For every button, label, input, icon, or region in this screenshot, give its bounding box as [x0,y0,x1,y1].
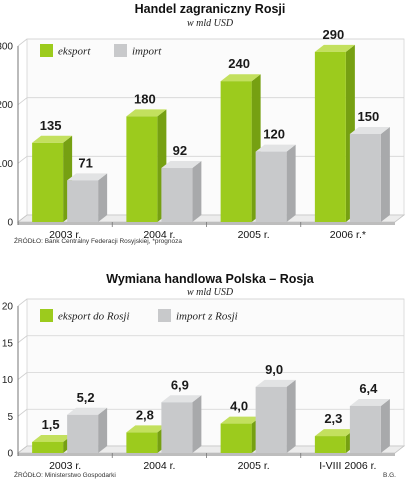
chart2-bar-eksport-1-top [126,425,167,433]
chart2-y-tick-label: 0 [7,449,13,460]
chart1-bar-eksport-1 [126,116,158,222]
chart2-bar-import-0-side [98,407,108,453]
chart1-y-tick-label: 100 [0,159,13,170]
chart1-y-tick-label: 300 [0,42,13,53]
chart2-bar-eksport-0 [32,441,64,453]
chart2-bar-import-1-side [192,395,202,453]
chart2-x-tick-label: 2005 r. [238,460,270,472]
chart1-bar-eksport-3-top [314,44,355,52]
chart1-x-tick-label: 2005 r. [238,229,270,241]
chart2-legend-swatch-1 [158,309,171,322]
chart2-bar-import-0 [67,414,99,453]
chart2-grid-depth [17,298,28,307]
chart2-bar-import-2-side [286,379,296,453]
chart1-bar-import-1-side [192,161,202,222]
chart2-plot: 0 5 10 15 20 2003 r. 1,5 5,2 2004 r. 2,8 6,9 2005 r… [2,298,406,472]
chart2-bar-import-2 [255,386,287,453]
chart2-data-label: 1,5 [42,417,60,432]
chart1-bar-eksport-3 [314,51,346,222]
chart2-bar-import-1-top [161,395,202,403]
chart2-bar-import-3 [349,405,381,453]
chart2-y-tick-label: 20 [2,302,14,313]
chart2-x-tick-label: 2004 r. [143,460,175,472]
chart2-y-tick-label: 5 [7,412,13,423]
chart2-grid-depth [17,335,28,344]
chart2-data-label: 4,0 [230,399,248,414]
chart2-bar-eksport-0-top [32,434,73,442]
chart1-bar-import-2-top [255,144,296,152]
chart1-bar-import-0 [67,180,99,222]
chart1-data-label: 71 [78,155,92,170]
chart1-bar-import-3 [349,134,381,222]
chart2-data-label: 9,0 [265,362,283,377]
chart2-data-label: 6,9 [171,377,189,392]
chart1-bar-import-3-top [349,127,390,134]
chart2-data-label: 5,2 [77,390,95,405]
chart1-bar-eksport-2 [220,81,252,222]
chart2-source: ŹRÓDŁO: Ministerstwo Gospodarki [14,470,116,479]
chart1-y-tick-label: 0 [7,218,13,229]
chart2-x-tick-label: I-VIII 2006 r. [319,460,376,472]
chart2-bar-import-1 [161,402,193,453]
chart2-data-label: 2,3 [324,411,342,426]
chart2-y-tick-label: 10 [2,375,14,386]
chart2-legend-label-0: eksport do Rosji [58,311,130,323]
chart1-legend-label-1: import [132,46,162,58]
chart2-data-label: 6,4 [359,381,378,396]
chart1-grid-depth [17,97,28,105]
chart1-x-tick-label: 2003 r. [49,229,81,241]
chart2-bar-eksport-1 [126,432,158,453]
chart2-x-tick-label: 2003 r. [49,460,81,472]
chart2-y-tick-label: 15 [2,338,14,349]
chart1-y-tick-label: 200 [0,100,13,111]
chart1-data-label: 240 [228,56,250,71]
chart2-legend-swatch-0 [40,309,53,322]
chart2-bar-eksport-2 [220,423,252,453]
chart1-data-label: 180 [134,91,156,106]
chart1-bar-import-0-side [98,173,108,222]
chart1-bar-eksport-0 [32,142,64,222]
chart1-grid-depth [17,38,28,47]
chart1-subtitle: w mld USD [187,18,234,29]
chart1-grid-depth [17,156,28,164]
chart1-bar-import-0-top [67,173,108,181]
chart2-bar-import-0-top [67,407,108,415]
chart1-legend-label-0: eksport [58,46,91,58]
chart1-data-label: 290 [323,27,345,42]
chart1-source: ŹRÓDŁO: Bank Centralny Federacji Rosyjsk… [14,236,182,245]
chart2-data-label: 2,8 [136,407,154,422]
chart1-data-label: 120 [263,127,285,142]
chart1-bar-eksport-0-top [32,135,73,143]
chart1-title: Handel zagraniczny Rosji [135,2,286,16]
chart1-legend-swatch-0 [40,44,53,57]
chart2-bar-eksport-2-top [220,416,261,424]
chart2-bar-import-2-top [255,379,296,387]
chart2-bar-import-3-side [380,398,390,453]
chart1-data-label: 135 [40,118,62,133]
chart2-bar-eksport-3-top [314,429,355,437]
chart1-data-label: 92 [173,143,187,158]
chart2-title: Wymiana handlowa Polska – Rosja [106,272,315,286]
chart1-x-tick-label: 2004 r. [143,229,175,241]
chart2-grid-depth [17,408,28,417]
chart1-bar-import-2-side [286,144,296,222]
chart1-x-tick-label: 2006 r.* [330,229,366,241]
chart1-data-label: 150 [358,109,380,124]
chart1-bar-import-1-top [161,161,202,169]
chart1-bar-import-2 [255,151,287,222]
chart1-bar-import-3-side [380,127,390,222]
chart2-subtitle: w mld USD [187,287,234,298]
chart1-bar-eksport-2-top [220,74,261,82]
chart2-legend-label-1: import z Rosji [176,311,238,323]
chart1-legend-swatch-1 [114,44,127,57]
chart2-grid-depth [17,372,28,380]
chart2-bar-import-3-top [349,398,390,406]
chart2-bar-eksport-3 [314,436,346,453]
chart2-credit: B.G. [383,472,396,479]
chart1-bar-eksport-1-top [126,109,167,117]
chart1-bar-import-1 [161,168,193,222]
chart1-plot: 0 100 200 300 2003 r. 135 71 2004 r. 180 92 2005 r… [0,27,406,241]
